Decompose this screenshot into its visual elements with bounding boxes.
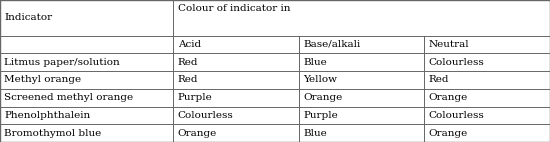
Text: Colourless: Colourless [178,111,233,120]
Text: Phenolphthalein: Phenolphthalein [4,111,91,120]
Text: Indicator: Indicator [4,13,53,22]
Bar [0,124,173,142]
Bar [299,124,424,142]
Bar [424,53,550,71]
Bar [299,36,424,53]
Text: Yellow: Yellow [303,75,337,84]
Bar [0,106,173,124]
Bar [424,124,550,142]
Text: Orange: Orange [428,93,467,102]
Text: Orange: Orange [303,93,342,102]
Text: Acid: Acid [178,40,201,49]
Bar [299,53,424,71]
Bar [0,0,173,36]
Text: Colour of indicator in: Colour of indicator in [178,4,290,13]
Bar [0,71,173,89]
Text: Colourless: Colourless [428,111,484,120]
Text: Screened methyl orange: Screened methyl orange [4,93,134,102]
Bar [424,89,550,106]
Text: Bromothymol blue: Bromothymol blue [4,129,102,138]
Bar [424,106,550,124]
Bar [173,89,299,106]
Text: Blue: Blue [303,58,327,67]
Text: Methyl orange: Methyl orange [4,75,81,84]
Bar [173,0,550,36]
Text: Red: Red [178,58,198,67]
Text: Litmus paper/solution: Litmus paper/solution [4,58,120,67]
Text: Blue: Blue [303,129,327,138]
Bar [424,36,550,53]
Bar [173,106,299,124]
Text: Purple: Purple [303,111,338,120]
Bar [0,53,173,71]
Text: Red: Red [178,75,198,84]
Bar [299,89,424,106]
Text: Orange: Orange [428,129,467,138]
Bar [424,71,550,89]
Text: Orange: Orange [178,129,217,138]
Text: Base/alkali: Base/alkali [303,40,360,49]
Bar [173,71,299,89]
Text: Neutral: Neutral [428,40,469,49]
Bar [0,89,173,106]
Text: Red: Red [428,75,449,84]
Bar [0,36,173,53]
Bar [173,36,299,53]
Text: Colourless: Colourless [428,58,484,67]
Text: Purple: Purple [178,93,212,102]
Bar [173,124,299,142]
Bar [299,106,424,124]
Bar [173,53,299,71]
Bar [299,71,424,89]
